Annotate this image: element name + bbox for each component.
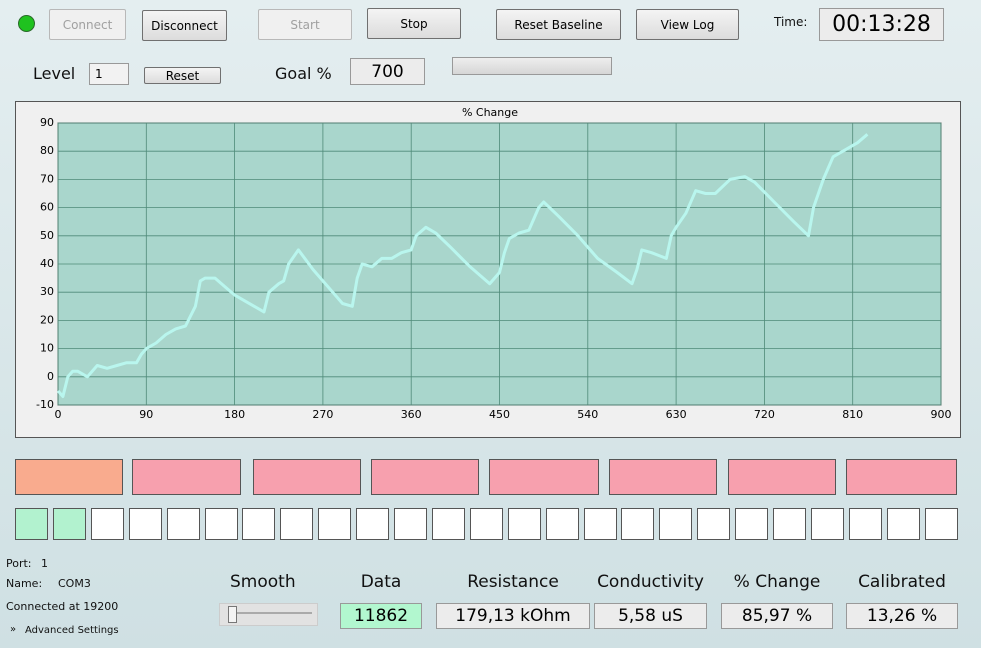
y-tick-label: -10 [36,398,54,411]
indicator-cell [507,508,541,540]
x-tick-label: 810 [842,408,863,421]
chart-title: % Change [462,106,518,119]
level-input[interactable]: 1 [89,63,129,85]
readout-value: 179,13 kOhm [436,603,590,629]
indicator-cell [394,508,427,540]
readout-value: 11862 [340,603,422,629]
x-tick-label: 450 [489,408,510,421]
readout-label: % Change [733,572,821,592]
goal-value[interactable]: 700 [350,58,425,85]
y-tick-label: 60 [40,201,54,214]
readout-label: Calibrated [858,572,946,592]
name-label: Name: [6,577,43,590]
indicator-cell [621,508,655,540]
x-tick-label: 630 [666,408,687,421]
indicator-cell [52,508,86,540]
port-label: Port: [6,557,32,570]
port-value: 1 [41,557,48,570]
x-tick-label: 900 [931,408,952,421]
indicator-cell [166,508,200,540]
indicator-cell [886,508,920,540]
readout-value: 85,97 % [721,603,833,629]
y-tick-label: 40 [40,257,54,270]
y-tick-label: 70 [40,172,54,185]
indicator-cell [242,508,276,540]
indicator-cell [924,508,958,540]
indicator-cell [204,508,238,540]
indicator-cell [318,508,352,540]
indicator-cell [15,508,48,540]
indicator-cell [431,508,465,540]
indicator-cell [128,508,162,540]
y-tick-label: 90 [40,116,54,129]
name-value: COM3 [58,577,91,590]
slider-track [234,612,312,614]
x-tick-label: 360 [401,408,422,421]
indicator-box [609,459,717,495]
indicator-box [15,459,123,495]
indicator-cell [583,508,617,540]
slider-thumb[interactable] [228,606,237,623]
x-tick-label: 90 [139,408,153,421]
level-label: Level [33,64,76,83]
indicator-cell [356,508,390,540]
indicator-box [253,459,361,495]
disconnect-button[interactable]: Disconnect [142,10,227,41]
progress-bar [452,57,612,75]
advanced-icon[interactable]: » [10,624,17,635]
x-tick-label: 270 [312,408,333,421]
connection-status: Connected at 19200 [6,600,119,613]
smooth-slider[interactable] [219,603,318,626]
indicator-cell [848,508,882,540]
level-reset-button[interactable]: Reset [144,67,221,84]
y-tick-label: 20 [40,313,54,326]
view-log-button[interactable]: View Log [636,9,739,40]
indicator-cell [545,508,579,540]
readout-value: 13,26 % [846,603,958,629]
indicator-cell [280,508,314,540]
start-button[interactable]: Start [258,9,352,40]
indicator-cell [735,508,769,540]
timer: 00:13:28 [819,8,944,41]
indicator-cell [697,508,731,540]
y-tick-label: 10 [40,342,54,355]
readout-label: Resistance [467,572,559,592]
time-label: Time: [774,15,808,29]
smooth-label: Smooth [230,572,296,592]
x-tick-label: 540 [577,408,598,421]
indicator-box [846,459,957,495]
indicator-cell [90,508,124,540]
data-line [56,133,869,398]
advanced-settings[interactable]: Advanced Settings [25,625,119,636]
indicator-cell [810,508,844,540]
indicator-box [728,459,836,495]
stop-button[interactable]: Stop [367,8,461,39]
indicator-cell [469,508,503,540]
x-tick-label: 720 [754,408,775,421]
readout-value: 5,58 uS [594,603,707,629]
connect-button[interactable]: Connect [49,9,126,40]
indicator-cell [773,508,806,540]
indicator-box [489,459,599,495]
x-tick-label: 0 [55,408,62,421]
y-tick-label: 30 [40,285,54,298]
x-tick-label: 180 [224,408,245,421]
y-tick-label: 0 [47,370,54,383]
status-led [18,15,35,32]
readout-label: Data [360,572,402,592]
readout-label: Conductivity [597,572,704,592]
indicator-box [371,459,479,495]
y-tick-label: 80 [40,144,54,157]
reset-baseline-button[interactable]: Reset Baseline [496,9,621,40]
y-tick-label: 50 [40,229,54,242]
indicator-box [132,459,241,495]
goal-label: Goal % [275,64,332,83]
indicator-cell [659,508,693,540]
